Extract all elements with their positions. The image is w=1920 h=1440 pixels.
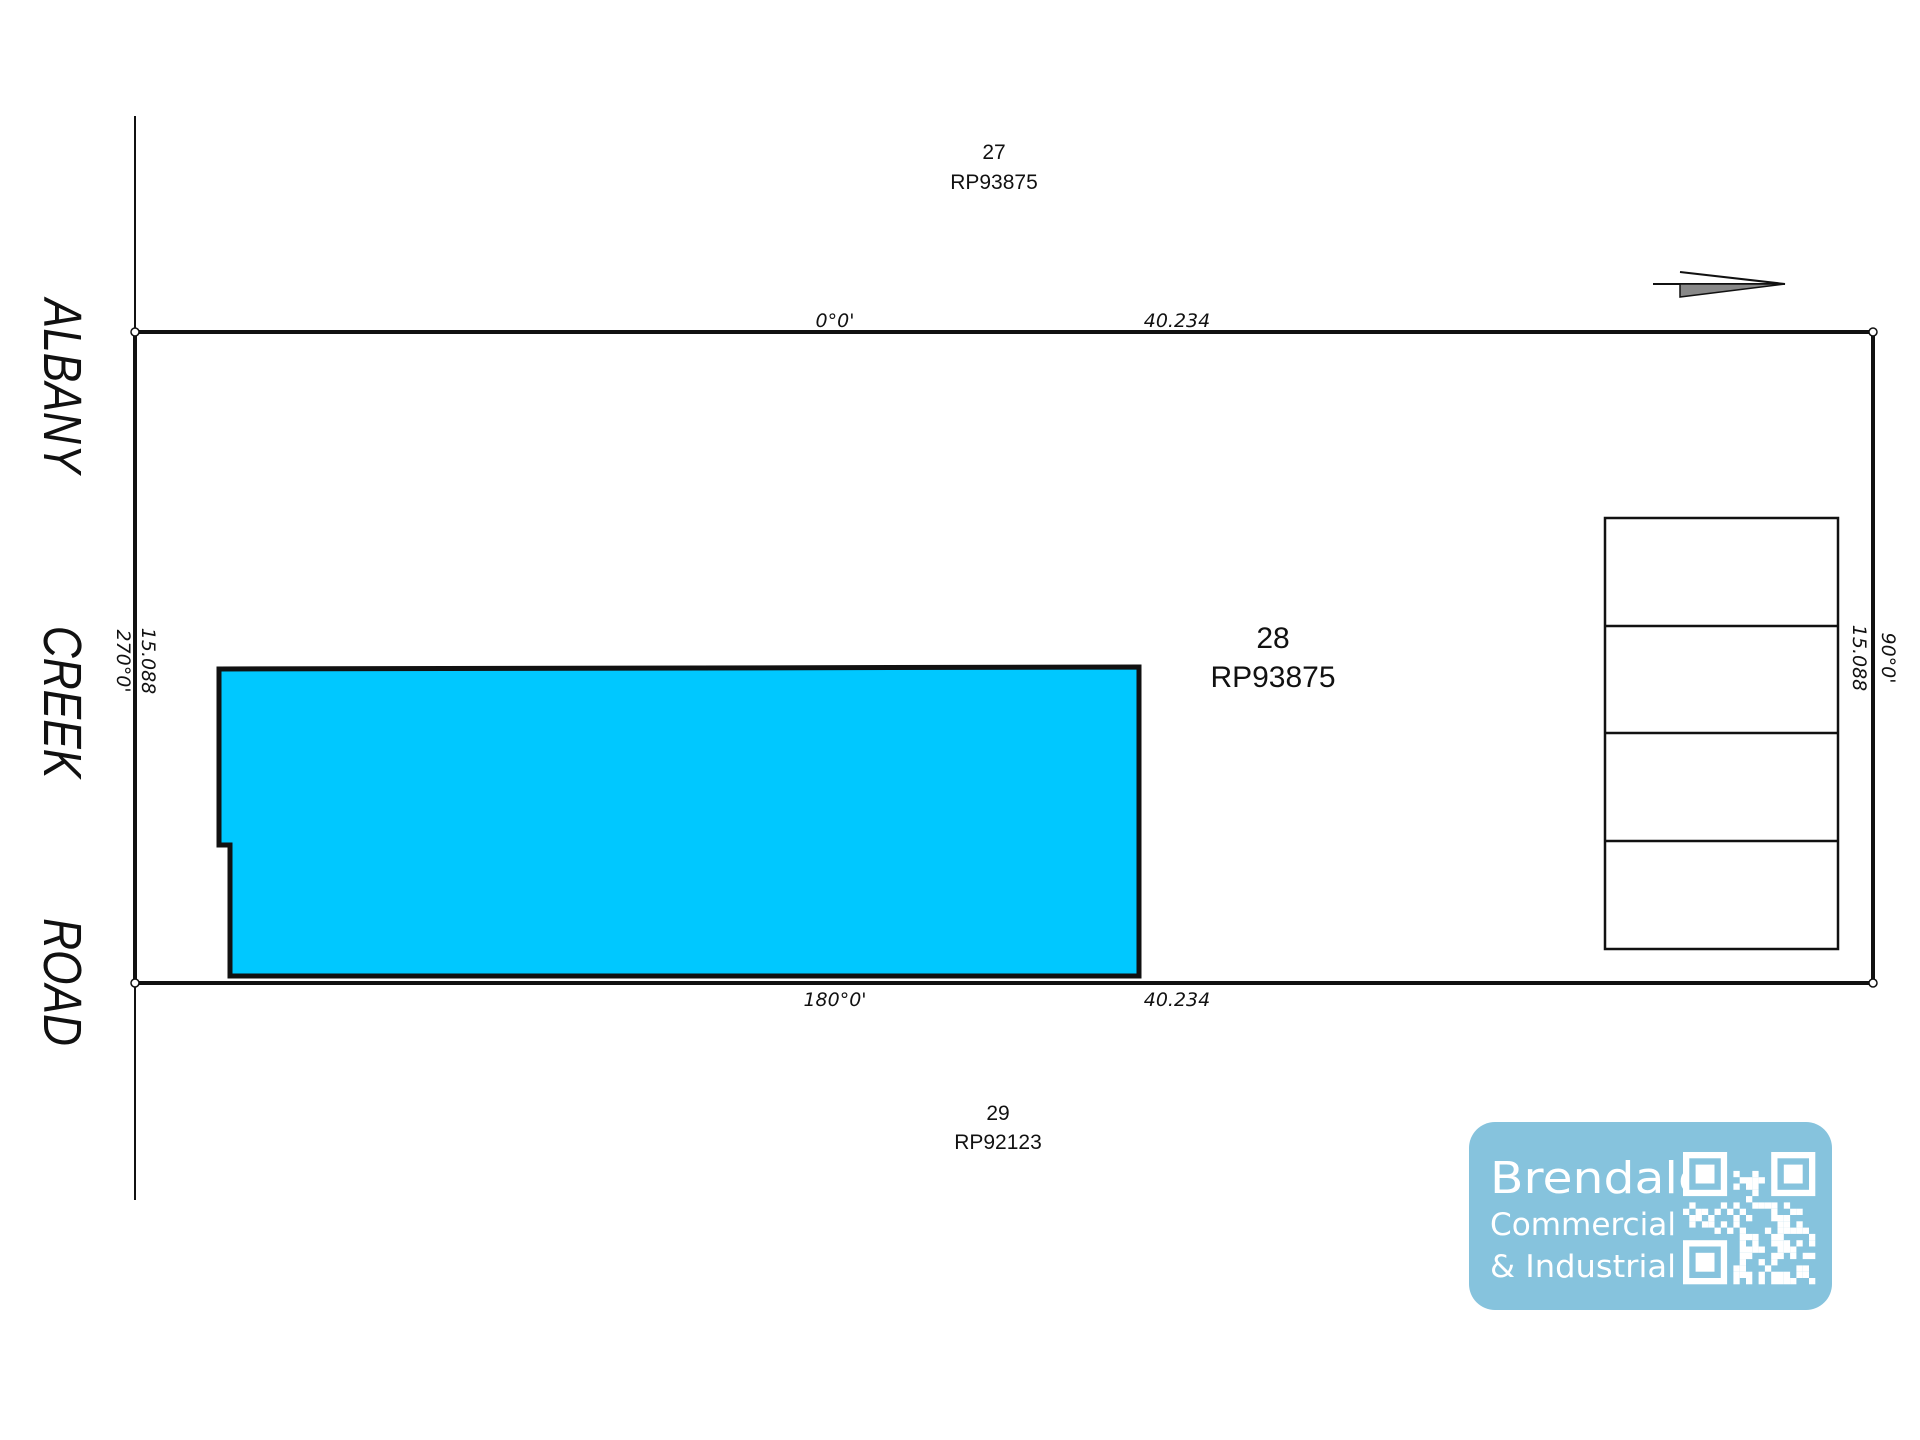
left-bearing: 270°0' <box>112 629 134 692</box>
shed-boxes <box>1603 516 1840 951</box>
brendale-logo: Brendale Commercial & Industrial <box>1469 1122 1832 1310</box>
lot-29-number: 29 <box>986 1102 1009 1125</box>
street-name-word-3: ROAD <box>32 918 92 1046</box>
qr-code-icon <box>1683 1152 1816 1285</box>
left-distance: 15.088 <box>137 628 159 694</box>
svg-text:Commercial: Commercial <box>1490 1207 1676 1243</box>
top-bearing: 0°0' <box>816 310 855 332</box>
bottom-distance: 40.234 <box>1144 989 1210 1011</box>
lot-27-plan: RP93875 <box>950 171 1038 194</box>
top-distance: 40.234 <box>1144 310 1210 332</box>
lot-28-plan: RP93875 <box>1210 661 1335 694</box>
building-footprint <box>216 664 1142 979</box>
boundary-corner-markers <box>130 327 1878 988</box>
north-arrow-icon <box>1653 271 1786 298</box>
right-bearing: 90°0' <box>1877 633 1899 684</box>
street-name-word-1: ALBANY <box>32 296 92 476</box>
right-distance: 15.088 <box>1848 625 1870 691</box>
bottom-bearing: 180°0' <box>803 989 866 1011</box>
svg-text:Brendale: Brendale <box>1490 1153 1708 1204</box>
lot-27-number: 27 <box>982 141 1005 164</box>
lot-boundary <box>133 330 1875 985</box>
street-name-word-2: CREEK <box>32 626 92 780</box>
lot-28-number: 28 <box>1256 622 1289 655</box>
lot-29-plan: RP92123 <box>954 1131 1042 1154</box>
svg-text:& Industrial: & Industrial <box>1490 1249 1676 1285</box>
